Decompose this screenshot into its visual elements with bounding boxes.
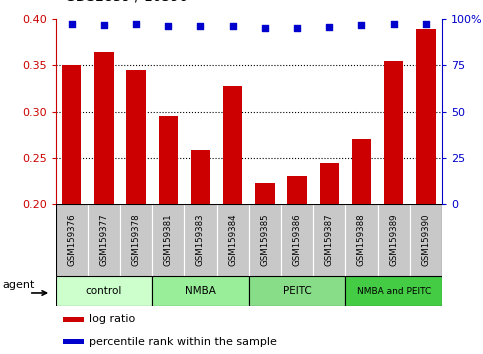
- Text: GSM159388: GSM159388: [357, 213, 366, 266]
- Text: percentile rank within the sample: percentile rank within the sample: [89, 337, 277, 347]
- Text: NMBA and PEITC: NMBA and PEITC: [356, 287, 431, 296]
- Point: [100, 22, 108, 28]
- Bar: [410, 204, 442, 276]
- Bar: [127, 70, 146, 354]
- Bar: [378, 204, 410, 276]
- Text: GSM159389: GSM159389: [389, 213, 398, 266]
- Bar: [384, 61, 403, 354]
- Text: GSM159381: GSM159381: [164, 213, 173, 266]
- Bar: [88, 204, 120, 276]
- Bar: [56, 276, 152, 306]
- Bar: [255, 183, 274, 354]
- Bar: [320, 163, 339, 354]
- Bar: [152, 204, 185, 276]
- Point: [390, 21, 398, 27]
- Bar: [281, 204, 313, 276]
- Text: GSM159386: GSM159386: [293, 213, 301, 266]
- Point: [197, 23, 204, 29]
- Bar: [345, 276, 442, 306]
- Point: [132, 21, 140, 27]
- Text: PEITC: PEITC: [283, 286, 312, 296]
- Point: [68, 21, 75, 27]
- Text: GSM159378: GSM159378: [131, 213, 141, 266]
- Text: log ratio: log ratio: [89, 314, 135, 325]
- Bar: [313, 204, 345, 276]
- Bar: [249, 276, 345, 306]
- Text: GSM159376: GSM159376: [67, 213, 76, 266]
- Bar: [223, 86, 242, 354]
- Point: [293, 25, 301, 30]
- Text: GSM159390: GSM159390: [421, 213, 430, 266]
- Bar: [287, 176, 307, 354]
- Bar: [63, 339, 84, 344]
- Bar: [185, 204, 216, 276]
- Text: GSM159383: GSM159383: [196, 213, 205, 266]
- Text: NMBA: NMBA: [185, 286, 216, 296]
- Text: GSM159385: GSM159385: [260, 213, 270, 266]
- Bar: [62, 65, 81, 354]
- Bar: [352, 139, 371, 354]
- Text: GSM159377: GSM159377: [99, 213, 108, 266]
- Bar: [216, 204, 249, 276]
- Bar: [152, 276, 249, 306]
- Bar: [158, 116, 178, 354]
- Point: [164, 23, 172, 29]
- Text: control: control: [85, 286, 122, 296]
- Bar: [249, 204, 281, 276]
- Point: [326, 24, 333, 30]
- Text: GSM159387: GSM159387: [325, 213, 334, 266]
- Bar: [63, 317, 84, 322]
- Text: GSM159384: GSM159384: [228, 213, 237, 266]
- Bar: [345, 204, 378, 276]
- Text: GDS2839 / 10396: GDS2839 / 10396: [65, 0, 188, 4]
- Text: agent: agent: [3, 280, 35, 290]
- Bar: [120, 204, 152, 276]
- Point: [357, 22, 365, 28]
- Bar: [191, 150, 210, 354]
- Point: [229, 23, 237, 29]
- Point: [422, 21, 430, 27]
- Bar: [56, 204, 88, 276]
- Point: [261, 25, 269, 30]
- Bar: [94, 52, 114, 354]
- Bar: [416, 29, 436, 354]
